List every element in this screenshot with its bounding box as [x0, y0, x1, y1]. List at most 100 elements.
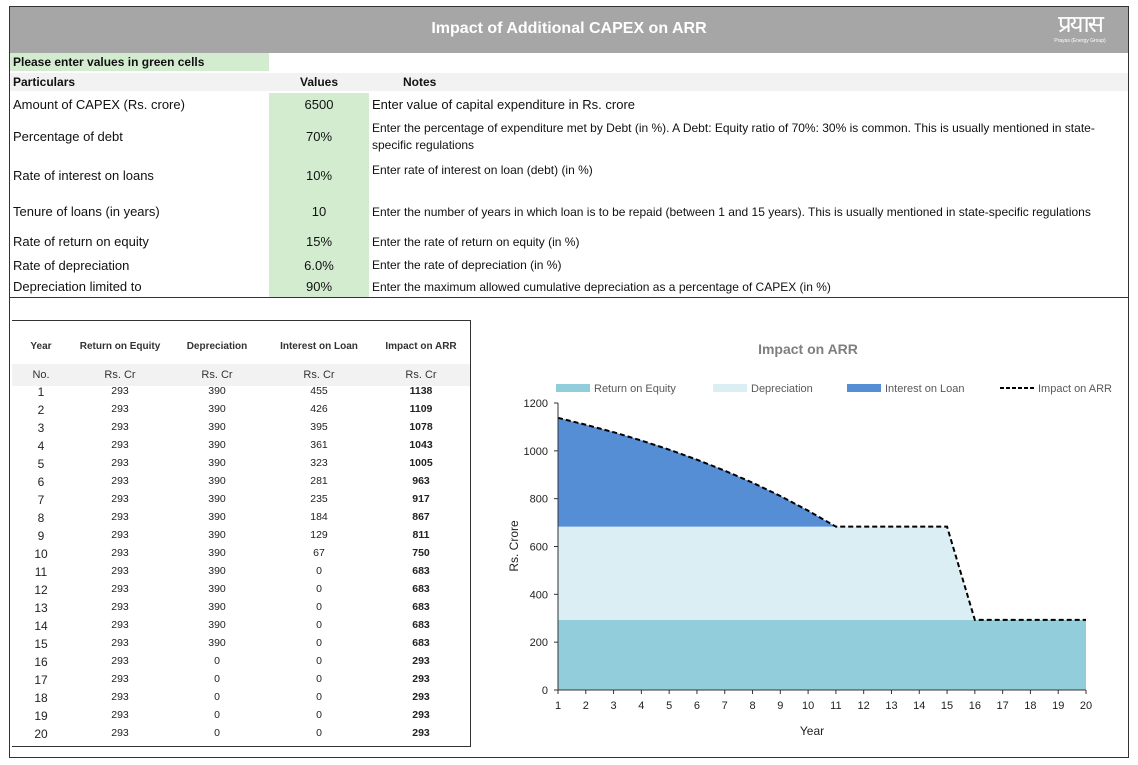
cell-interest: 0: [316, 673, 322, 685]
cell-depreciation: 390: [208, 583, 226, 595]
cell-roe: 293: [111, 421, 129, 433]
cell-impact: 1043: [409, 439, 433, 451]
cell-year: 14: [34, 619, 48, 633]
tenure-value-cell[interactable]: 10: [269, 194, 369, 230]
cell-impact: 683: [412, 583, 430, 595]
cell-roe: 293: [111, 529, 129, 541]
capex-value-cell[interactable]: 6500: [269, 93, 369, 116]
input-row-roe: Rate of return on equity 15% Enter the r…: [10, 230, 1128, 254]
table-row: 16 293 0 0 293: [12, 655, 470, 673]
chart-title: Impact on ARR: [758, 341, 858, 357]
cell-year: 6: [37, 475, 45, 489]
y-tick-label: 600: [530, 542, 548, 554]
cell-depreciation: 390: [208, 493, 226, 505]
cell-roe: 293: [111, 691, 129, 703]
area-series-1: [558, 526, 1086, 620]
cell-roe: 293: [111, 457, 129, 469]
row-note: Enter value of capital expenditure in Rs…: [372, 97, 636, 112]
input-row-capex: Amount of CAPEX (Rs. crore) 6500 Enter v…: [10, 93, 1128, 116]
cell-year: 2: [37, 403, 45, 417]
x-tick-label: 3: [611, 700, 617, 712]
row-label: Percentage of debt: [13, 129, 123, 144]
cell-interest: 0: [316, 637, 322, 649]
cell-depreciation: 0: [214, 709, 220, 721]
cell-depreciation: 390: [208, 403, 226, 415]
cell-impact: 683: [412, 637, 430, 649]
cell-impact: 683: [412, 565, 430, 577]
y-tick-label: 200: [530, 637, 548, 649]
th-year: Year: [30, 341, 52, 352]
legend-label: Return on Equity: [594, 383, 676, 395]
x-axis-title: Year: [800, 724, 824, 738]
cell-roe: 293: [111, 547, 129, 559]
cell-year: 3: [37, 421, 45, 435]
cell-year: 10: [34, 547, 48, 561]
x-tick-label: 5: [666, 700, 672, 712]
table-units-row: No. Rs. Cr Rs. Cr Rs. Cr Rs. Cr: [12, 364, 470, 386]
x-tick-label: 2: [583, 700, 589, 712]
cell-interest: 0: [316, 619, 322, 631]
row-label: Tenure of loans (in years): [13, 204, 160, 219]
x-tick-label: 14: [913, 700, 925, 712]
cell-roe: 293: [111, 637, 129, 649]
cell-impact: 811: [412, 529, 430, 541]
cell-year: 19: [34, 709, 48, 723]
cell-depreciation: 0: [214, 727, 220, 739]
depreciation-value-cell[interactable]: 6.0%: [269, 254, 369, 277]
cell-roe: 293: [111, 439, 129, 451]
table-row: 12 293 390 0 683: [12, 583, 470, 601]
table-row: 8 293 390 184 867: [12, 511, 470, 529]
cell-interest: 281: [310, 475, 328, 487]
x-tick-label: 18: [1024, 700, 1036, 712]
table-row: 19 293 0 0 293: [12, 709, 470, 727]
roe-value-cell[interactable]: 15%: [269, 230, 369, 254]
table-row: 5 293 390 323 1005: [12, 457, 470, 475]
prayas-logo: प्रयास Prayas (Energy Group): [1050, 12, 1110, 50]
cell-roe: 293: [111, 727, 129, 739]
cell-roe: 293: [111, 601, 129, 613]
y-axis-title: Rs. Crore: [507, 520, 521, 572]
cell-impact: 1005: [409, 457, 433, 469]
th-roe: Return on Equity: [79, 341, 161, 352]
input-row-interest: Rate of interest on loans 10% Enter rate…: [10, 158, 1128, 194]
cell-impact: 917: [412, 493, 430, 505]
x-tick-label: 12: [858, 700, 870, 712]
debt-value-cell[interactable]: 70%: [269, 116, 369, 158]
th-interest: Interest on Loan: [280, 341, 358, 352]
dep-limit-value-cell[interactable]: 90%: [269, 277, 369, 297]
cell-interest: 67: [313, 547, 325, 559]
row-label: Amount of CAPEX (Rs. crore): [13, 97, 185, 112]
table-row: 3 293 390 395 1078: [12, 421, 470, 439]
interest-value-cell[interactable]: 10%: [269, 158, 369, 194]
x-tick-label: 4: [638, 700, 644, 712]
table-row: 4 293 390 361 1043: [12, 439, 470, 457]
table-row: 2 293 390 426 1109: [12, 403, 470, 421]
impact-line: [557, 416, 1086, 621]
unit-depreciation: Rs. Cr: [201, 369, 233, 381]
cell-impact: 963: [412, 475, 430, 487]
cell-year: 18: [34, 691, 48, 705]
table-row: 17 293 0 0 293: [12, 673, 470, 691]
x-tick-label: 17: [997, 700, 1009, 712]
x-tick-label: 15: [941, 700, 953, 712]
col-notes: Notes: [403, 75, 437, 89]
table-row: 6 293 390 281 963: [12, 475, 470, 493]
table-row: 1 293 390 455 1138: [12, 385, 470, 403]
cell-roe: 293: [111, 493, 129, 505]
row-label: Depreciation limited to: [13, 279, 142, 294]
cell-depreciation: 390: [208, 385, 226, 397]
cell-interest: 0: [316, 583, 322, 595]
x-tick-label: 6: [694, 700, 700, 712]
cell-year: 4: [37, 439, 45, 453]
x-tick-label: 1: [555, 700, 561, 712]
cell-year: 17: [34, 673, 48, 687]
cell-year: 20: [34, 727, 48, 741]
cell-impact: 1138: [409, 385, 433, 397]
x-tick-label: 19: [1052, 700, 1064, 712]
cell-depreciation: 390: [208, 511, 226, 523]
cell-depreciation: 390: [208, 439, 226, 451]
table-row: 11 293 390 0 683: [12, 565, 470, 583]
sheet-title: Impact of Additional CAPEX on ARR: [431, 20, 707, 37]
cell-roe: 293: [111, 619, 129, 631]
